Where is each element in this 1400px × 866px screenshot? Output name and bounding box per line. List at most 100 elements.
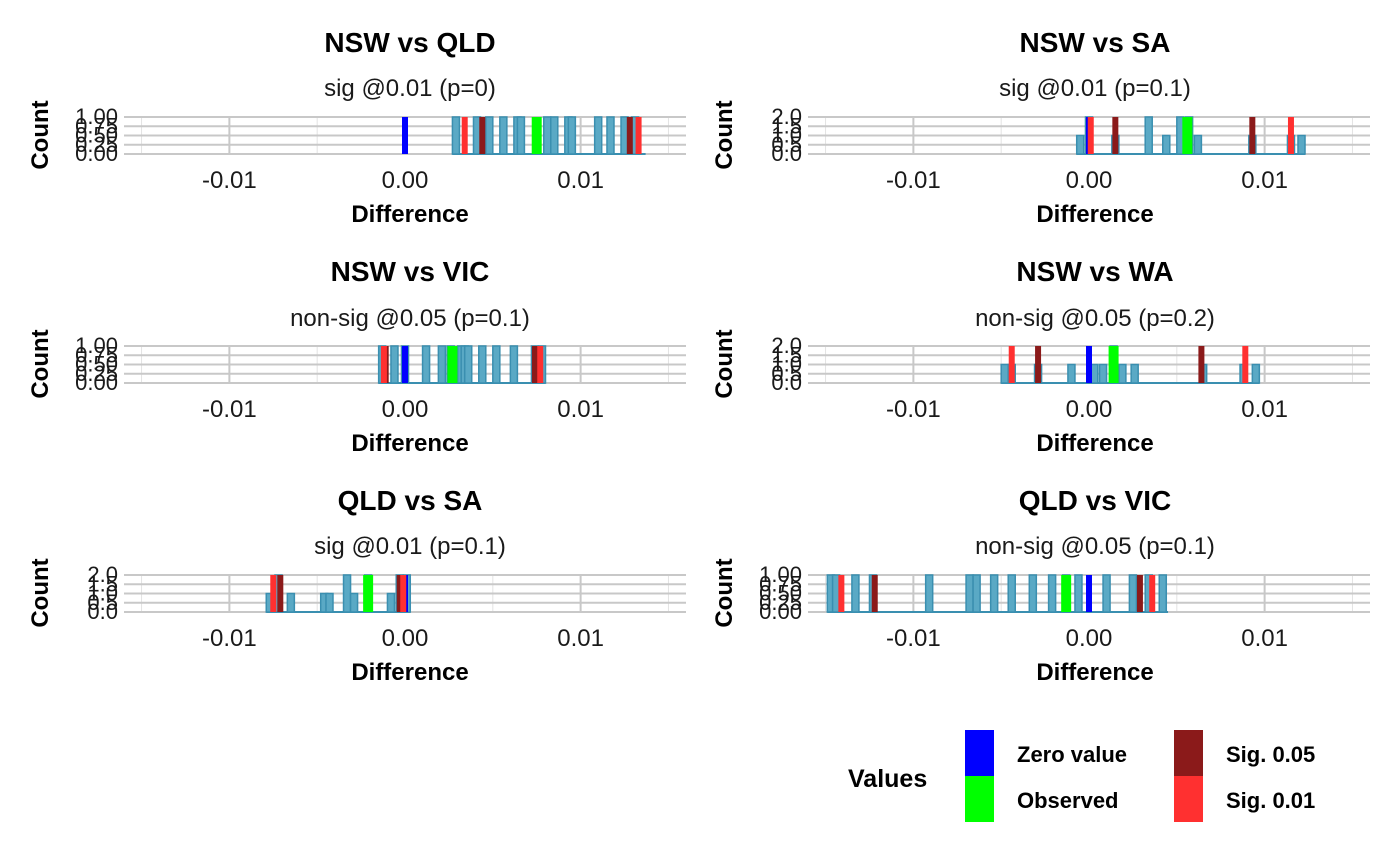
histogram-bar bbox=[485, 116, 494, 155]
histogram-bar bbox=[1102, 574, 1111, 613]
x-axis-label: Difference bbox=[1036, 430, 1153, 457]
y-tick-label: 1.5 bbox=[87, 571, 118, 596]
y-tick-label: 1.5 bbox=[771, 113, 802, 138]
panel-nsw-vs-wa: NSW vs WA non-sig @0.05 (p=0.2) 0.00.51.01… bbox=[711, 256, 1370, 457]
reference-line-sig-0-01 bbox=[380, 346, 387, 383]
legend-swatch-zero-value bbox=[965, 730, 994, 776]
y-tick-label: 0.25 bbox=[759, 590, 802, 615]
x-tick-label: 0.00 bbox=[1066, 625, 1113, 652]
y-tick-label: 0.50 bbox=[759, 581, 802, 606]
histogram-bar bbox=[1074, 574, 1083, 613]
legend-label-sig-0-01: Sig. 0.01 bbox=[1226, 788, 1315, 813]
histogram-bar bbox=[1130, 363, 1139, 384]
histogram-bar bbox=[342, 574, 352, 613]
reference-line-sig-0-05 bbox=[1249, 117, 1256, 154]
x-tick-label: 0.00 bbox=[382, 396, 429, 423]
reference-line-sig-0-05 bbox=[396, 575, 403, 612]
x-tick-label: 0.00 bbox=[382, 167, 429, 194]
x-tick-label: 0.00 bbox=[1066, 396, 1113, 423]
reference-line-sig-0-01 bbox=[635, 117, 642, 154]
legend-swatch-sig-0-05 bbox=[1174, 730, 1203, 776]
histogram-bar bbox=[1118, 363, 1127, 384]
reference-line-sig-0-01 bbox=[1008, 346, 1015, 383]
histogram-bar bbox=[390, 345, 399, 384]
reference-line-sig-0-05 bbox=[1035, 346, 1042, 383]
y-tick-label: 0.5 bbox=[771, 132, 802, 157]
x-tick-label: -0.01 bbox=[202, 167, 257, 194]
reference-line-sig-0-05 bbox=[871, 575, 878, 612]
y-tick-label: 2.0 bbox=[771, 333, 802, 358]
histogram-bar bbox=[542, 116, 552, 155]
legend-label-observed: Observed bbox=[1017, 788, 1119, 813]
histogram-bar bbox=[1028, 574, 1038, 613]
histogram-bar bbox=[1158, 574, 1168, 613]
histogram-bar bbox=[1128, 574, 1138, 613]
x-tick-label: 0.00 bbox=[1066, 167, 1113, 194]
histogram-bar bbox=[1193, 134, 1203, 155]
legend-label-zero-value: Zero value bbox=[1017, 742, 1127, 767]
histogram-bar bbox=[421, 345, 431, 384]
legend-label-sig-0-05: Sig. 0.05 bbox=[1226, 742, 1315, 767]
y-tick-label: 0.00 bbox=[75, 370, 118, 395]
x-tick-label: 0.01 bbox=[557, 167, 604, 194]
reference-line-sig-0-05 bbox=[277, 575, 284, 612]
y-tick-label: 0.0 bbox=[771, 370, 802, 395]
histogram-bar bbox=[386, 592, 396, 613]
y-tick-label: 1.0 bbox=[771, 123, 802, 148]
y-tick-label: 0.25 bbox=[75, 132, 118, 157]
y-tick-label: 0.00 bbox=[75, 141, 118, 166]
histogram-bar bbox=[451, 116, 461, 155]
reference-line-sig-0-05 bbox=[479, 117, 486, 154]
histogram-bar bbox=[567, 116, 577, 155]
panel-subtitle: sig @0.01 (p=0.1) bbox=[314, 533, 506, 560]
reference-line-zero-value bbox=[402, 117, 408, 154]
y-tick-label: 0.0 bbox=[87, 599, 118, 624]
reference-line-zero-value bbox=[402, 346, 408, 383]
histogram-bar bbox=[437, 345, 447, 384]
histogram-bar bbox=[972, 574, 981, 613]
reference-line-observed bbox=[1061, 575, 1072, 612]
histogram-bar bbox=[492, 345, 501, 384]
y-tick-label: 1.00 bbox=[75, 104, 118, 129]
reference-line-observed bbox=[363, 575, 374, 612]
histogram-bar bbox=[1000, 363, 1009, 384]
legend-swatch-sig-0-01 bbox=[1174, 776, 1203, 822]
reference-line-sig-0-05 bbox=[1136, 575, 1143, 612]
reference-line-sig-0-01 bbox=[537, 346, 544, 383]
x-tick-label: -0.01 bbox=[202, 625, 257, 652]
x-tick-label: 0.01 bbox=[1241, 167, 1288, 194]
panel-subtitle: non-sig @0.05 (p=0.2) bbox=[975, 305, 1215, 332]
histogram-bar bbox=[516, 116, 526, 155]
y-tick-label: 1.00 bbox=[75, 333, 118, 358]
histogram-bar bbox=[606, 116, 615, 155]
x-tick-label: 0.01 bbox=[557, 396, 604, 423]
y-axis-label: Count bbox=[27, 558, 54, 627]
y-tick-label: 0.75 bbox=[759, 571, 802, 596]
panel-title: QLD vs VIC bbox=[1019, 485, 1171, 516]
panel-title: NSW vs WA bbox=[1016, 256, 1173, 287]
reference-line-observed bbox=[447, 346, 458, 383]
panel-qld-vs-sa: QLD vs SA sig @0.01 (p=0.1) 0.00.51.01.52.… bbox=[27, 485, 686, 686]
reference-line-sig-0-01 bbox=[1087, 117, 1094, 154]
x-tick-label: -0.01 bbox=[886, 625, 941, 652]
x-tick-label: 0.01 bbox=[1241, 625, 1288, 652]
y-tick-label: 0.00 bbox=[759, 599, 802, 624]
y-tick-label: 0.50 bbox=[75, 123, 118, 148]
reference-line-zero-value bbox=[1086, 575, 1092, 612]
legend-swatch-observed bbox=[965, 776, 994, 822]
y-tick-label: 0.50 bbox=[75, 352, 118, 377]
y-tick-label: 0.75 bbox=[75, 113, 118, 138]
x-tick-label: -0.01 bbox=[886, 167, 941, 194]
reference-line-sig-0-01 bbox=[461, 117, 468, 154]
x-axis-label: Difference bbox=[1036, 201, 1153, 228]
histogram-bar bbox=[349, 592, 359, 613]
legend-title: Values bbox=[848, 765, 927, 793]
histogram-bar bbox=[509, 345, 519, 384]
histogram-bar bbox=[325, 592, 334, 613]
panel-title: NSW vs QLD bbox=[324, 27, 495, 58]
y-tick-label: 0.5 bbox=[771, 361, 802, 386]
